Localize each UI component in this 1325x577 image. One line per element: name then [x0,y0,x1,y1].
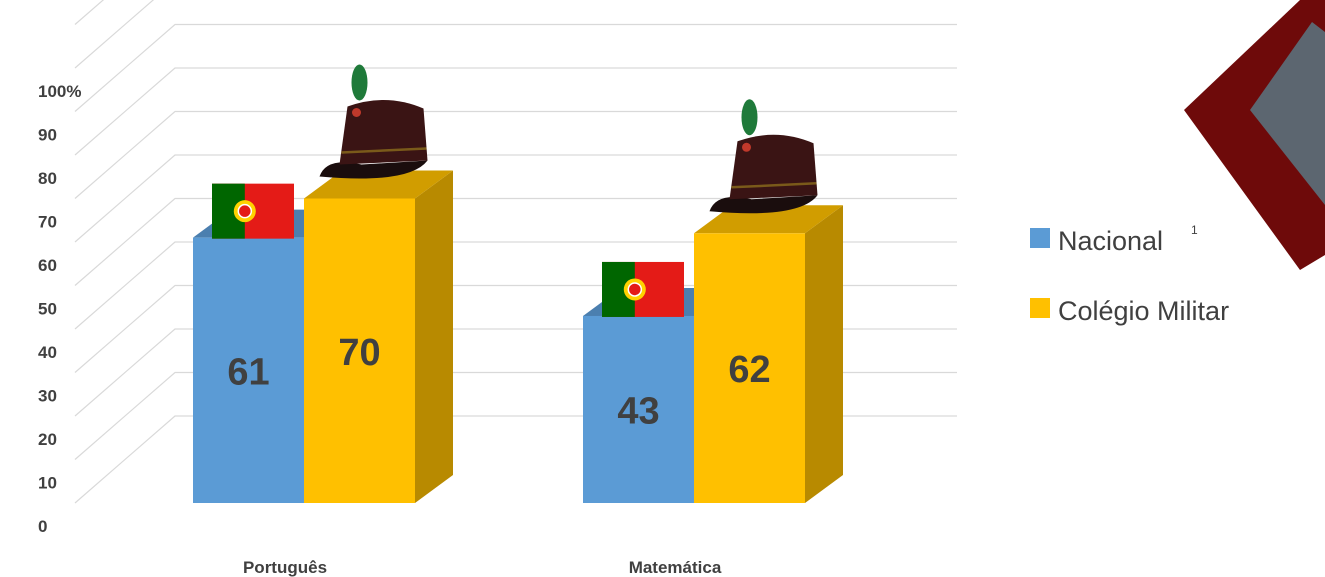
bar-front [583,315,694,503]
grid-line [74,0,155,69]
y-tick-label: 80 [38,169,57,188]
portugal-flag-icon [602,261,684,317]
y-tick-label: 20 [38,430,57,449]
category-label: Português [243,558,327,577]
grid-line [74,0,105,25]
y-tick-label: 100% [38,82,81,101]
military-shako-icon [709,99,818,214]
category-label: Matemática [629,558,722,577]
bar-front [304,198,415,503]
legend-swatch [1030,298,1050,318]
grid-line [74,23,957,112]
legend-label: Colégio Militar [1058,296,1229,326]
y-tick-label: 70 [38,213,57,232]
y-axis-ticks: 0 10 20 30 40 50 60 70 80 90 100% [38,82,81,536]
portugal-flag-icon [212,183,294,239]
legend-label: Nacional [1058,226,1163,256]
bar-markers [212,64,818,317]
bar-front [193,237,304,503]
legend-item: Colégio Militar [1030,296,1229,326]
y-tick-label: 0 [38,517,47,536]
emblem-decoration [1184,0,1325,270]
legend: Nacional 1 Colégio Militar [1030,223,1229,326]
bar-side [415,170,453,503]
y-tick-label: 60 [38,256,57,275]
grid-line [74,110,957,199]
bar [694,205,843,504]
legend-superscript: 1 [1191,223,1198,237]
bar-side [805,205,843,504]
grid-lines [74,0,957,504]
category-labels: Português Matemática [243,558,722,577]
y-tick-label: 90 [38,126,57,145]
grid-line [74,67,957,156]
bar [304,170,453,503]
y-tick-label: 30 [38,387,57,406]
y-tick-label: 10 [38,474,57,493]
y-tick-label: 50 [38,300,57,319]
data-label: 61 [227,351,269,393]
bar-front [694,233,805,504]
y-tick-label: 40 [38,343,57,362]
grid-line [74,154,957,243]
data-label: 43 [617,390,659,432]
data-label: 62 [728,349,770,391]
data-labels: 61 70 43 62 [227,332,770,433]
grid-line [74,197,957,286]
data-label: 70 [338,332,380,374]
military-shako-icon [319,64,428,179]
legend-item: Nacional 1 [1030,223,1198,256]
legend-swatch [1030,228,1050,248]
